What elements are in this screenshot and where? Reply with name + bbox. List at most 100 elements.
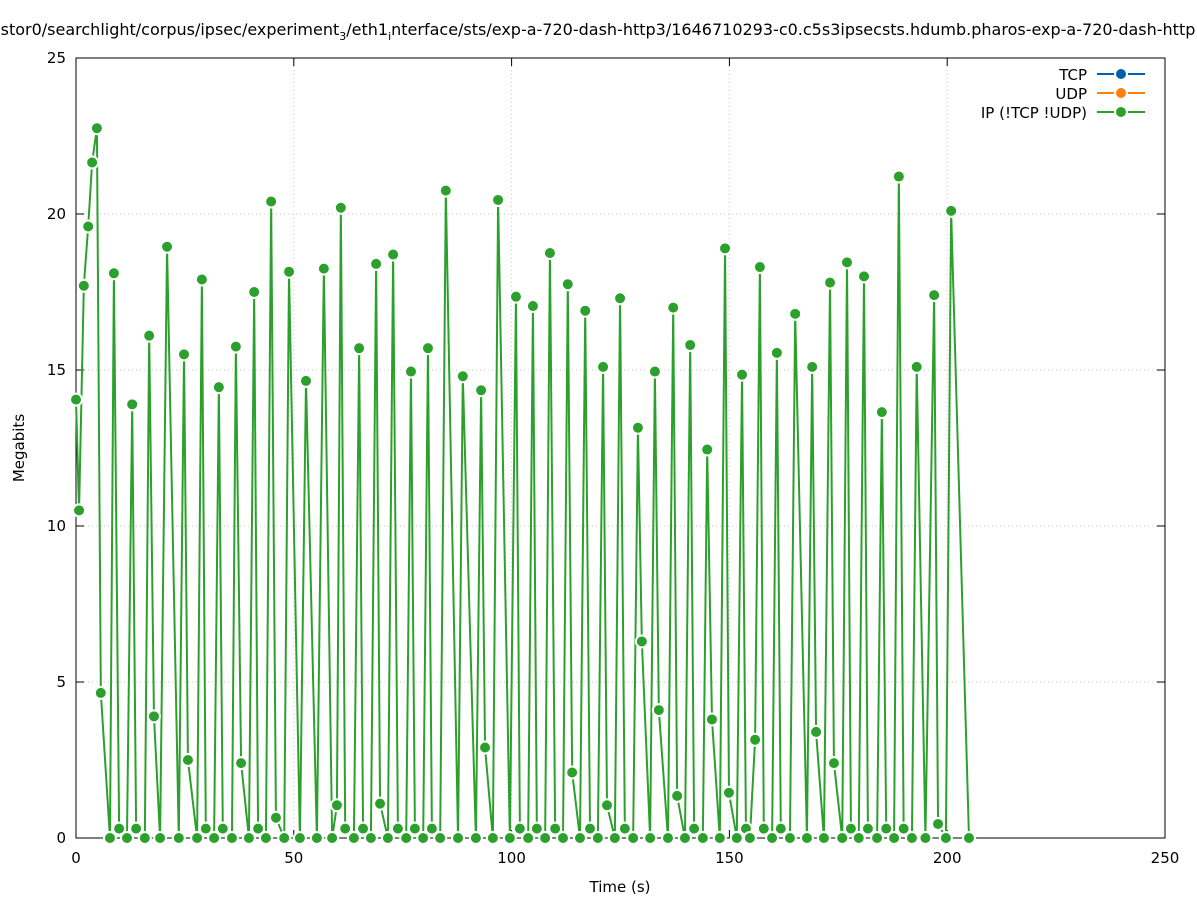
legend-marker <box>1114 105 1128 119</box>
data-point <box>146 709 161 724</box>
y-tick-label: 0 <box>56 829 66 847</box>
data-point <box>721 785 736 800</box>
data-point <box>874 405 889 420</box>
data-point <box>198 821 213 836</box>
data-point <box>748 732 763 747</box>
data-point <box>485 831 500 845</box>
data-point <box>599 798 614 813</box>
data-point <box>617 821 632 836</box>
data-point <box>416 831 431 845</box>
y-tick-label: 10 <box>47 517 66 535</box>
data-point <box>634 634 649 649</box>
data-point <box>247 285 262 299</box>
data-point <box>102 831 117 845</box>
data-point <box>735 367 750 382</box>
data-point <box>85 155 100 170</box>
data-point <box>369 256 384 271</box>
data-point <box>809 724 824 739</box>
data-point <box>529 821 544 836</box>
data-point <box>106 266 121 281</box>
data-point <box>160 239 175 254</box>
data-point <box>89 121 104 136</box>
data-point <box>666 300 681 315</box>
data-point <box>542 246 557 260</box>
axis-ticks: 0 50 100 150 200 250 0 5 10 15 20 25 <box>47 49 1179 867</box>
data-point <box>241 831 256 845</box>
data-point <box>700 442 715 457</box>
data-point <box>816 831 831 845</box>
title-part: /eth1 <box>346 20 388 39</box>
data-point <box>268 810 283 825</box>
data-point <box>643 831 658 845</box>
data-point <box>896 821 911 836</box>
data-point <box>927 288 942 303</box>
data-point <box>944 203 959 218</box>
legend-marker <box>1114 67 1128 81</box>
chart-title: stor0/searchlight/corpus/ipsec/experimen… <box>1 20 1196 43</box>
data-point <box>823 275 838 290</box>
data-point <box>521 831 536 845</box>
data-point <box>578 303 593 318</box>
data-point <box>613 291 628 306</box>
legend-label: IP (!TCP !UDP) <box>981 104 1087 122</box>
data-point <box>840 255 855 270</box>
data-point <box>207 831 222 845</box>
data-point <box>918 831 933 845</box>
data-point <box>651 703 666 718</box>
data-point <box>835 831 850 845</box>
data-point <box>346 831 361 845</box>
data-point <box>556 831 571 845</box>
x-axis-label: Time (s) <box>589 878 651 896</box>
data-point <box>773 821 788 836</box>
y-axis-label: Megabits <box>10 414 28 482</box>
data-point <box>424 821 439 836</box>
data-point <box>119 831 134 845</box>
data-point <box>282 264 297 279</box>
data-point <box>451 831 466 845</box>
data-point <box>660 831 675 845</box>
data-point <box>325 831 340 845</box>
data-point <box>234 756 249 771</box>
y-tick-label: 5 <box>56 673 66 691</box>
x-tick-label: 150 <box>715 849 744 867</box>
legend-label: UDP <box>1055 85 1087 103</box>
data-point <box>630 420 645 435</box>
y-tick-label: 15 <box>47 361 66 379</box>
data-point <box>887 831 902 845</box>
y-tick-label: 20 <box>47 205 66 223</box>
data-point <box>403 364 418 379</box>
x-tick-label: 0 <box>71 849 81 867</box>
data-point <box>607 831 622 845</box>
data-point <box>390 821 405 836</box>
data-point <box>142 328 157 343</box>
data-point <box>938 831 953 845</box>
data-point <box>687 821 702 836</box>
data-point <box>860 821 875 836</box>
data-point <box>338 821 353 836</box>
data-point <box>769 345 784 360</box>
data-point <box>112 821 127 836</box>
data-point <box>491 192 506 207</box>
title-part: stor0/searchlight/corpus/ipsec/experimen… <box>1 20 340 39</box>
x-tick-label: 50 <box>284 849 303 867</box>
series-line-2 <box>75 128 970 842</box>
data-point <box>356 821 371 836</box>
data-point <box>891 169 906 184</box>
data-point <box>583 821 598 836</box>
data-point <box>695 831 710 845</box>
title-part: nterface/sts/exp-a-720-dash-http3/164671… <box>391 20 1195 39</box>
data-point <box>298 373 313 388</box>
data-point <box>137 831 152 845</box>
data-point <box>870 831 885 845</box>
data-point <box>596 359 611 374</box>
x-tick-label: 200 <box>933 849 962 867</box>
data-point <box>251 821 266 836</box>
data-point <box>670 788 685 803</box>
data-point <box>683 338 698 353</box>
data-point <box>799 831 814 845</box>
data-point <box>215 821 230 836</box>
data-point <box>857 269 872 284</box>
data-point <box>468 831 483 845</box>
data-point <box>352 341 367 356</box>
data-point <box>718 241 733 256</box>
